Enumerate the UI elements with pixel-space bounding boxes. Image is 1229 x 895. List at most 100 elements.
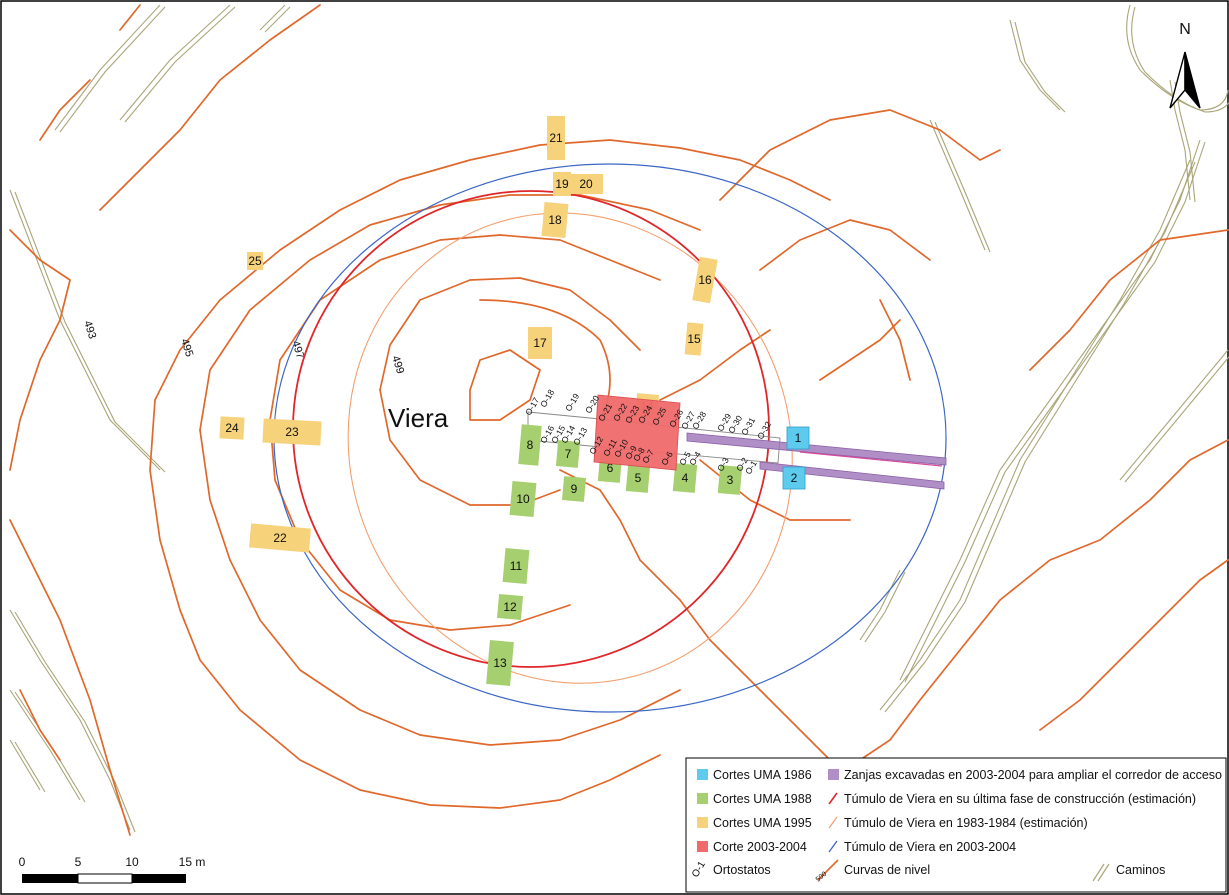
- road-line: [14, 611, 136, 833]
- contour-line: [879, 299, 911, 381]
- legend-label-uma1986: Cortes UMA 1986: [713, 768, 812, 782]
- scale-tick-15: 15 m: [179, 855, 206, 869]
- trench-south: [759, 461, 945, 490]
- cut-label: 2: [791, 471, 798, 485]
- contour-line: [379, 277, 641, 391]
- cut-5: 5: [625, 463, 651, 493]
- road-line: [1014, 21, 1066, 113]
- road-line: [884, 161, 1196, 713]
- road-line: [1126, 4, 1229, 111]
- contour-line: [1029, 229, 1229, 371]
- trench-edge-line: [799, 451, 943, 467]
- road-line: [859, 569, 901, 641]
- cut-label: 4: [682, 471, 689, 485]
- road-line: [59, 6, 166, 133]
- cut-label: 9: [571, 482, 578, 496]
- legend-symbol-tumulo-final: [828, 792, 838, 805]
- contour-label-495: 495: [178, 337, 195, 358]
- cut-20: 20: [569, 174, 603, 194]
- cut-square: [541, 202, 569, 238]
- cut-15: 15: [684, 322, 704, 356]
- cut-square: [509, 481, 537, 517]
- legend-label-tumulo-2003: Túmulo de Viera en 2003-2004: [844, 840, 1016, 854]
- legend-label-orto: Ortostatos: [713, 863, 771, 877]
- cut-label: 10: [516, 492, 530, 506]
- cut-18: 18: [541, 202, 569, 238]
- cut-2: 2: [782, 466, 806, 490]
- road-line: [864, 571, 906, 643]
- cut-17: 17: [528, 327, 552, 359]
- contour-line: [154, 139, 831, 401]
- legend-swatch-corte2003: [697, 841, 708, 852]
- legend-label-tumulo-1983: Túmulo de Viera en 1983-1984 (estimación…: [844, 816, 1088, 830]
- contour-line: [9, 229, 71, 471]
- road-line: [904, 141, 1206, 683]
- scale-bar: 0 5 10 15 m: [19, 855, 206, 884]
- legend-label-roads: Caminos: [1116, 863, 1165, 877]
- legend-symbol-tumulo-1983: [828, 816, 838, 829]
- cut-12: 12: [496, 593, 524, 621]
- north-arrow-right-half: [1184, 51, 1201, 109]
- cut-label: 19: [555, 177, 569, 191]
- cut-label: 12: [503, 600, 517, 614]
- legend-label-uma1988: Cortes UMA 1988: [713, 792, 812, 806]
- cut-square: [684, 322, 704, 356]
- road-line: [1131, 6, 1229, 113]
- cut-square: [569, 174, 603, 194]
- cut-21: 21: [547, 116, 565, 160]
- legend-symbol-tumulo-2003: [828, 840, 838, 853]
- contour-label-493: 493: [81, 319, 98, 340]
- cut-square: [717, 465, 743, 495]
- cut-label: 23: [285, 425, 299, 439]
- road-line: [9, 689, 81, 801]
- legend-label-tumulo-final: Túmulo de Viera en su última fase de con…: [844, 792, 1196, 806]
- cut-square: [672, 463, 698, 493]
- contour-line: [9, 519, 131, 836]
- contour-line: [119, 4, 141, 31]
- cut-9: 9: [561, 476, 587, 502]
- cut-label: 20: [579, 177, 593, 191]
- scale-tick-10: 10: [125, 855, 139, 869]
- cut-label: 21: [549, 131, 563, 145]
- road-line: [1009, 19, 1061, 111]
- road-line: [119, 4, 231, 121]
- cut-square: [555, 440, 581, 468]
- cut-square: [496, 593, 524, 621]
- cut-16: 16: [692, 256, 718, 304]
- cut-8: 8: [518, 424, 542, 466]
- cut-24: 24: [219, 416, 245, 440]
- contour-line: [479, 299, 611, 421]
- contour-line: [859, 439, 1229, 761]
- cut-label: 7: [565, 447, 572, 461]
- cut-square: [528, 327, 552, 359]
- contour-line: [819, 319, 901, 381]
- contour-label-497: 497: [289, 339, 306, 360]
- cut-13: 13: [486, 640, 514, 686]
- road-line: [9, 739, 41, 791]
- contour-line: [19, 689, 61, 761]
- cut-label: 16: [698, 273, 712, 287]
- cut-10: 10: [509, 481, 537, 517]
- road-line: [934, 121, 991, 253]
- cut-label: 24: [225, 421, 239, 435]
- cut-label: 6: [607, 461, 614, 475]
- legend-swatch-uma1986: [697, 769, 708, 780]
- contour-line: [149, 399, 661, 809]
- road-line: [9, 609, 131, 831]
- road-line: [264, 6, 291, 33]
- legend-label-zanjas: Zanjas excavadas en 2003-2004 para ampli…: [844, 768, 1222, 782]
- road-line: [124, 6, 236, 123]
- cut-square: [786, 426, 810, 450]
- contour-line: [759, 219, 931, 271]
- scale-tick-5: 5: [75, 855, 82, 869]
- place-name: Viera: [388, 403, 449, 433]
- legend-symbol-road-b: [1097, 863, 1110, 882]
- legend-swatch-uma1988: [697, 793, 708, 804]
- legend-symbol-road-a: [1092, 863, 1105, 882]
- legend-label-contour: Curvas de nivel: [844, 863, 930, 877]
- road-line: [1124, 355, 1229, 483]
- cut-label: 11: [510, 559, 523, 573]
- cut-label: 15: [687, 332, 701, 346]
- legend-swatch-uma1995: [697, 817, 708, 828]
